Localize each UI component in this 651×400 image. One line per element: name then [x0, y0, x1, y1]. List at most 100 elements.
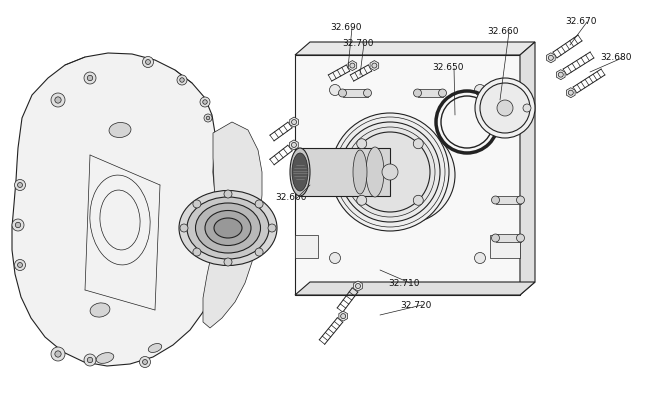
Ellipse shape	[193, 248, 201, 256]
Ellipse shape	[516, 234, 525, 242]
Ellipse shape	[14, 260, 25, 270]
Ellipse shape	[180, 224, 188, 232]
Text: 32.680: 32.680	[600, 54, 631, 62]
Ellipse shape	[329, 252, 340, 264]
Ellipse shape	[96, 353, 114, 363]
Text: 32.690: 32.690	[330, 24, 361, 32]
Ellipse shape	[335, 117, 445, 227]
Ellipse shape	[353, 150, 367, 194]
Ellipse shape	[372, 63, 377, 68]
Polygon shape	[342, 89, 368, 97]
Polygon shape	[12, 53, 220, 366]
Ellipse shape	[366, 147, 384, 197]
Ellipse shape	[177, 75, 187, 85]
Ellipse shape	[350, 132, 430, 212]
Polygon shape	[348, 60, 357, 70]
Ellipse shape	[268, 224, 276, 232]
Polygon shape	[290, 140, 298, 150]
Ellipse shape	[413, 89, 421, 97]
Text: 32.650: 32.650	[432, 64, 464, 72]
Ellipse shape	[382, 164, 398, 180]
Ellipse shape	[475, 84, 486, 96]
Ellipse shape	[492, 196, 499, 204]
Ellipse shape	[146, 60, 150, 64]
Text: 32.660: 32.660	[487, 28, 518, 36]
Ellipse shape	[363, 89, 372, 97]
Ellipse shape	[475, 78, 535, 138]
Ellipse shape	[51, 93, 65, 107]
Ellipse shape	[224, 258, 232, 266]
Ellipse shape	[340, 122, 440, 222]
Polygon shape	[295, 42, 535, 55]
Polygon shape	[557, 70, 565, 80]
Ellipse shape	[492, 234, 499, 242]
Polygon shape	[520, 42, 535, 295]
Polygon shape	[300, 148, 390, 196]
Ellipse shape	[350, 63, 355, 68]
Polygon shape	[547, 53, 555, 63]
Ellipse shape	[340, 314, 346, 319]
Ellipse shape	[292, 120, 297, 124]
Polygon shape	[417, 89, 443, 97]
Ellipse shape	[331, 113, 449, 231]
Ellipse shape	[516, 196, 525, 204]
Polygon shape	[370, 60, 379, 70]
Ellipse shape	[359, 127, 455, 223]
Polygon shape	[295, 235, 318, 258]
Text: 32.720: 32.720	[400, 300, 432, 310]
Ellipse shape	[90, 303, 110, 317]
Polygon shape	[339, 311, 348, 321]
Ellipse shape	[84, 354, 96, 366]
Ellipse shape	[18, 262, 23, 268]
Ellipse shape	[345, 127, 435, 217]
Ellipse shape	[18, 182, 23, 188]
Ellipse shape	[109, 122, 131, 138]
Ellipse shape	[568, 90, 574, 95]
Ellipse shape	[255, 200, 263, 208]
Ellipse shape	[193, 200, 201, 208]
Ellipse shape	[195, 203, 260, 253]
Ellipse shape	[139, 356, 150, 368]
Ellipse shape	[205, 210, 251, 246]
Ellipse shape	[214, 218, 242, 238]
Text: 32.670: 32.670	[565, 18, 596, 26]
Text: 32.600: 32.600	[275, 194, 307, 202]
Ellipse shape	[84, 72, 96, 84]
Polygon shape	[495, 234, 521, 242]
Ellipse shape	[339, 89, 346, 97]
Ellipse shape	[413, 195, 423, 205]
Ellipse shape	[439, 89, 447, 97]
Ellipse shape	[475, 252, 486, 264]
Ellipse shape	[55, 351, 61, 357]
Ellipse shape	[55, 97, 61, 103]
Ellipse shape	[292, 142, 296, 148]
Polygon shape	[290, 117, 298, 127]
Text: 32.700: 32.700	[342, 38, 374, 48]
Ellipse shape	[143, 360, 148, 364]
Ellipse shape	[413, 139, 423, 149]
Ellipse shape	[357, 195, 367, 205]
Ellipse shape	[204, 114, 212, 122]
Ellipse shape	[497, 100, 513, 116]
Ellipse shape	[292, 153, 308, 191]
Ellipse shape	[202, 100, 207, 104]
Ellipse shape	[16, 222, 21, 228]
Ellipse shape	[480, 83, 530, 133]
Ellipse shape	[224, 190, 232, 198]
Polygon shape	[203, 122, 262, 328]
Polygon shape	[495, 196, 521, 204]
Ellipse shape	[548, 55, 553, 60]
Ellipse shape	[12, 219, 24, 231]
Ellipse shape	[357, 139, 367, 149]
Ellipse shape	[148, 344, 161, 352]
Polygon shape	[566, 88, 575, 98]
Ellipse shape	[87, 357, 92, 363]
Ellipse shape	[187, 197, 269, 259]
Ellipse shape	[366, 134, 448, 216]
Polygon shape	[490, 235, 520, 258]
Text: 32.710: 32.710	[388, 278, 419, 288]
Ellipse shape	[14, 180, 25, 190]
Ellipse shape	[329, 84, 340, 96]
Ellipse shape	[255, 248, 263, 256]
Polygon shape	[353, 281, 363, 291]
